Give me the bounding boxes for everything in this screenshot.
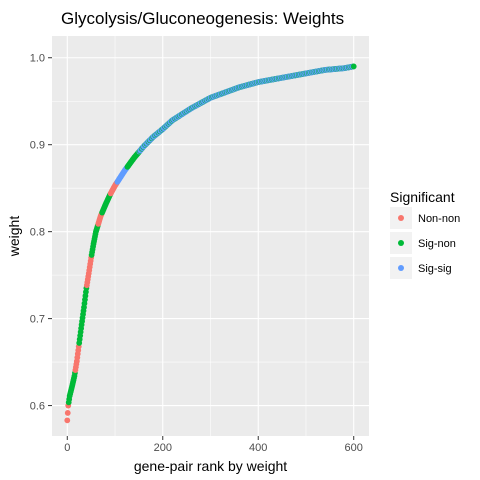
- x-tick-label: 600: [345, 442, 363, 454]
- data-point-non-non: [64, 410, 71, 416]
- legend-label: Non-non: [418, 213, 460, 225]
- y-tick-label: 0.6: [30, 401, 45, 413]
- legend-items: Non-non Sig-non Sig-sig: [390, 207, 460, 279]
- x-axis-ticks: 0 200 400 600: [64, 436, 363, 454]
- legend-label: Sig-non: [418, 238, 456, 250]
- y-tick-label: 1.0: [30, 53, 45, 65]
- y-tick-label: 0.7: [30, 314, 45, 326]
- points-layer: [64, 63, 357, 424]
- legend-key-non-non: [398, 215, 404, 221]
- legend: Significant Non-non Sig-non Sig-sig: [390, 189, 460, 279]
- y-axis-title: weight: [6, 216, 22, 258]
- x-axis-title: gene-pair rank by weight: [134, 458, 287, 474]
- legend-key-sig-non: [398, 240, 404, 246]
- y-axis-ticks: 0.6 0.7 0.8 0.9 1.0: [30, 53, 52, 413]
- y-tick-label: 0.9: [30, 140, 45, 152]
- x-tick-label: 400: [249, 442, 267, 454]
- x-tick-label: 200: [154, 442, 172, 454]
- data-point-non-non: [64, 417, 71, 424]
- y-tick-label: 0.8: [30, 227, 45, 239]
- legend-title: Significant: [390, 189, 455, 205]
- chart-title: Glycolysis/Gluconeogenesis: Weights: [61, 9, 344, 28]
- grid-layer: [52, 36, 369, 436]
- legend-key-sig-sig: [398, 265, 404, 271]
- legend-label: Sig-sig: [418, 263, 452, 275]
- x-tick-label: 0: [64, 442, 70, 454]
- data-point-sig-non: [350, 63, 357, 70]
